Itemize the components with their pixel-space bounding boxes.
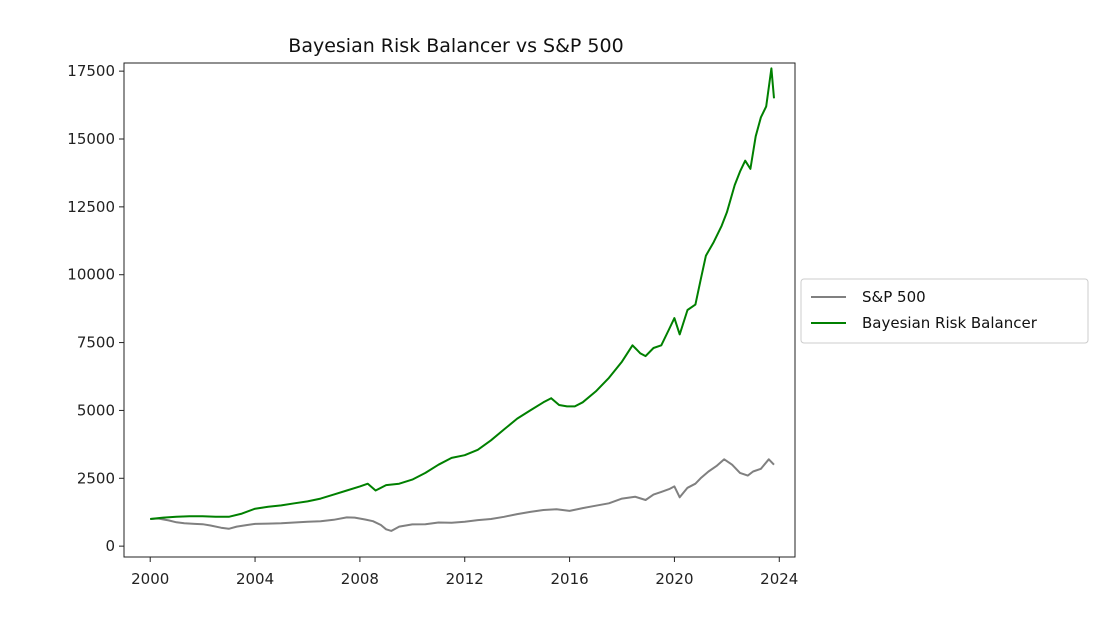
legend-label: S&P 500 (862, 288, 926, 306)
series-line-sp500 (150, 458, 775, 532)
x-tick-label: 2012 (446, 570, 484, 588)
x-tick-label: 2016 (550, 570, 588, 588)
y-tick-label: 12500 (67, 198, 115, 216)
y-tick-label: 10000 (67, 266, 115, 284)
y-tick-label: 2500 (77, 469, 115, 487)
x-tick-label: 2008 (341, 570, 379, 588)
y-axis: 0 2500 5000 7500 10000 12500 15000 17500 (67, 62, 124, 555)
y-tick-label: 7500 (77, 334, 115, 352)
x-tick-label: 2024 (760, 570, 798, 588)
x-tick-label: 2004 (236, 570, 274, 588)
y-tick-label: 5000 (77, 401, 115, 419)
y-tick-label: 0 (105, 537, 115, 555)
plot-area (123, 62, 796, 558)
series-line-bayesian-risk-balancer (150, 67, 775, 520)
x-tick-label: 2020 (655, 570, 693, 588)
legend-box (800, 278, 1089, 344)
x-tick-label: 2000 (131, 570, 169, 588)
legend-label: Bayesian Risk Balancer (862, 314, 1038, 332)
y-tick-label: 17500 (67, 62, 115, 80)
x-axis: 2000 2004 2008 2012 2016 2020 2024 (131, 557, 798, 588)
chart-title: Bayesian Risk Balancer vs S&P 500 (288, 35, 623, 57)
y-tick-label: 15000 (67, 130, 115, 148)
legend: S&P 500 Bayesian Risk Balancer (800, 278, 1089, 344)
series-layer (150, 67, 775, 532)
